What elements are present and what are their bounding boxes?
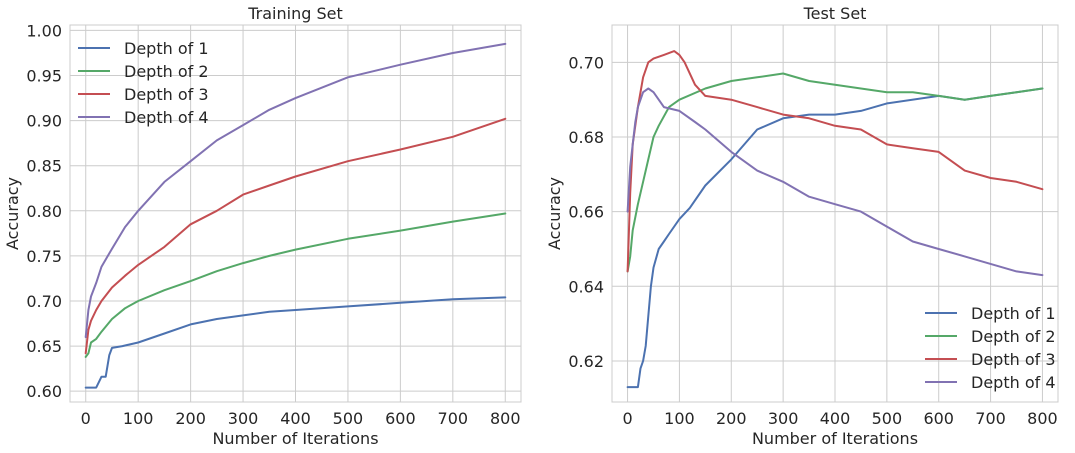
x-tick-label: 100	[664, 409, 695, 428]
chart-title: Training Set	[247, 4, 343, 23]
y-tick-label: 0.65	[26, 337, 62, 356]
series-line-depth-1	[626, 87, 1044, 389]
x-tick-label: 0	[622, 409, 632, 428]
legend-label: Depth of 1	[124, 39, 209, 58]
series-line-depth-3	[626, 50, 1044, 273]
x-tick-label: 400	[280, 409, 311, 428]
legend-label: Depth of 3	[124, 85, 209, 104]
chart-title: Test Set	[803, 4, 867, 23]
x-tick-label: 600	[923, 409, 954, 428]
x-tick-label: 200	[175, 409, 206, 428]
series-line-depth-4	[626, 87, 1044, 277]
legend-label: Depth of 3	[971, 350, 1056, 369]
series-line-depth-2	[626, 72, 1044, 273]
y-axis-label: Accuracy	[545, 177, 564, 250]
x-axis-label: Number of Iterations	[212, 429, 378, 448]
series-line-depth-4	[84, 42, 507, 339]
y-tick-label: 0.80	[26, 202, 62, 221]
x-tick-label: 700	[975, 409, 1006, 428]
x-tick-label: 500	[333, 409, 364, 428]
y-tick-label: 0.60	[26, 382, 62, 401]
y-tick-label: 0.70	[26, 292, 62, 311]
legend-label: Depth of 4	[124, 108, 209, 127]
y-tick-label: 0.66	[568, 203, 604, 222]
series-line-depth-1	[84, 296, 507, 389]
legend-label: Depth of 2	[971, 327, 1056, 346]
y-tick-label: 0.90	[26, 112, 62, 131]
x-tick-label: 200	[716, 409, 747, 428]
legend: Depth of 1 Depth of 2 Depth of 3 Depth of 4	[78, 39, 209, 127]
test-set-chart: 0 100 200 300 400 500 600 700 800 0.62 0.64 0.66 0.6…	[545, 4, 1059, 448]
y-tick-label: 0.95	[26, 67, 62, 86]
x-tick-label: 300	[228, 409, 259, 428]
y-tick-label: 0.62	[568, 352, 604, 371]
y-tick-label: 0.64	[568, 277, 604, 296]
y-tick-label: 0.75	[26, 247, 62, 266]
y-tick-label: 1.00	[26, 21, 62, 40]
series-line-depth-2	[84, 212, 507, 358]
x-axis-label: Number of Iterations	[752, 429, 918, 448]
y-axis-label: Accuracy	[3, 177, 22, 250]
y-tick-label: 0.68	[568, 128, 604, 147]
y-tick-label: 0.70	[568, 53, 604, 72]
legend-label: Depth of 2	[124, 62, 209, 81]
x-tick-label: 500	[872, 409, 903, 428]
legend-label: Depth of 1	[971, 304, 1056, 323]
x-tick-label: 700	[438, 409, 469, 428]
legend-label: Depth of 4	[971, 373, 1056, 392]
x-tick-label: 0	[81, 409, 91, 428]
x-tick-label: 800	[1027, 409, 1058, 428]
x-tick-label: 400	[820, 409, 851, 428]
plot-frame	[611, 24, 1059, 403]
legend: Depth of 1 Depth of 2 Depth of 3 Depth of 4	[925, 304, 1056, 392]
x-tick-label: 600	[385, 409, 416, 428]
series-line-depth-3	[84, 117, 507, 355]
training-set-chart: 0 100 200 300 400 500 600 700 800 0.60 0.65 0.70 0.7…	[3, 4, 522, 448]
x-tick-label: 800	[490, 409, 521, 428]
plot-frame	[69, 24, 522, 403]
x-tick-label: 100	[123, 409, 154, 428]
x-tick-label: 300	[768, 409, 799, 428]
y-tick-label: 0.85	[26, 157, 62, 176]
